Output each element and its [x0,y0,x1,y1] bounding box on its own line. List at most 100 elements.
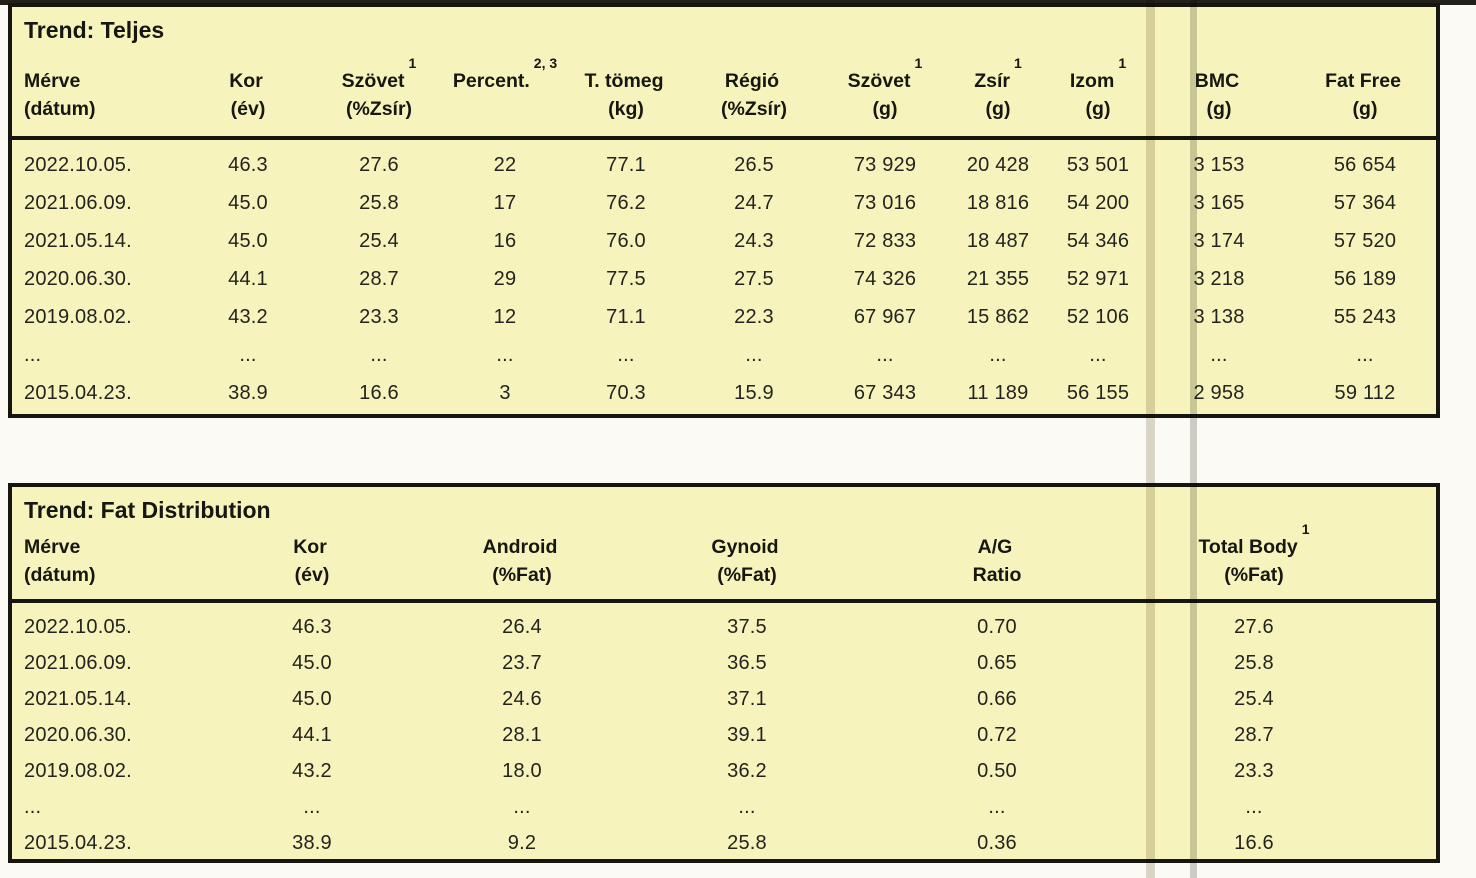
table-cell: 2019.08.02. [24,759,132,782]
table-cell: ... [1245,795,1263,818]
table-cell: 2019.08.02. [24,305,132,328]
table-cell: 2021.06.09. [24,651,132,674]
table-cell: 0.36 [977,831,1017,854]
table-cell: 16 [493,229,517,252]
table-header-row: Mérve (dátum) Kor (év) Szövet1 (%Zsír) P… [12,47,1436,140]
table-cell: 11 189 [967,381,1029,404]
table-cell: 2020.06.30. [24,267,132,290]
table-cell: 36.5 [727,651,767,674]
column-header: Mérve (dátum) [12,47,182,140]
column-header: Zsír1 (g) [948,47,1048,140]
column-header: Szövet1 (g) [822,47,948,140]
table-cell: 0.65 [977,651,1017,674]
table-cell: 28.7 [359,267,399,290]
table-row: 2021.05.14. 45.0 25.4 16 76.0 24.3 72 833 18 48… [12,222,1436,260]
table-cell: 3 [499,381,511,404]
table-cell: 45.0 [292,651,332,674]
table-cell: 27.6 [1234,615,1274,638]
table-body: 2022.10.05. 46.3 27.6 22 77.1 26.5 73 929 20 42… [12,138,1436,412]
table-body: 2022.10.05. 46.3 26.4 37.5 0.70 27.6 2021.06.0… [12,601,1436,859]
table-cell: 3 165 [1193,191,1245,214]
table-cell: 0.72 [977,723,1017,746]
table-cell: 44.1 [228,267,268,290]
trend-fat-distribution-table: Trend: Fat Distribution Mérve (dátum) Ko… [8,483,1440,863]
column-header: Szövet1 (%Zsír) [314,47,444,140]
table-cell: 71.1 [606,305,646,328]
table-cell: 38.9 [228,381,268,404]
table-cell: 56 155 [1066,381,1130,404]
table-cell: 55 243 [1333,305,1397,328]
column-header: Total Body1 (%Fat) [1132,522,1436,603]
table-row: 2021.06.09. 45.0 25.8 17 76.2 24.7 73 016 18 81… [12,184,1436,222]
table-cell: 2021.05.14. [24,687,132,710]
table-cell: ... [1089,343,1107,366]
table-row: 2021.05.14. 45.0 24.6 37.1 0.66 25.4 [12,681,1436,717]
column-header: Mérve (dátum) [12,527,212,603]
table-cell: ... [513,795,531,818]
table-cell: 25.8 [727,831,767,854]
table-cell: 18 487 [966,229,1030,252]
table-cell: 28.1 [502,723,542,746]
table-cell: 23.3 [1234,759,1274,782]
table-cell: 2021.05.14. [24,229,132,252]
column-header: BMC (g) [1148,47,1290,140]
table-cell: 0.70 [977,615,1017,638]
column-header: Gynoid (%Fat) [632,527,862,603]
table-cell: 45.0 [228,229,268,252]
scan-edge-artifact [0,0,1476,5]
table-cell: 15.9 [734,381,774,404]
table-cell: 67 343 [853,381,917,404]
table-cell: 24.3 [734,229,774,252]
column-header: Fat Free (g) [1290,47,1436,140]
column-header: Régió (%Zsír) [686,47,822,140]
table-cell: 23.3 [359,305,399,328]
table-cell: 24.6 [502,687,542,710]
table-cell: 39.1 [727,723,767,746]
table-cell: 15 862 [966,305,1030,328]
table-cell: 22.3 [734,305,774,328]
table-cell: 0.66 [977,687,1017,710]
table-cell: 70.3 [606,381,646,404]
table-cell: ... [496,343,514,366]
table-cell: ... [876,343,894,366]
table-cell: 20 428 [966,153,1030,176]
table-cell: 25.8 [359,191,399,214]
table-row: ................................. [12,336,1436,374]
table-cell: 2021.06.09. [24,191,132,214]
table-cell: 45.0 [228,191,268,214]
table-cell: 46.3 [292,615,332,638]
table-cell: 43.2 [228,305,268,328]
table-header-row: Mérve (dátum) Kor (év) Android (%Fat) Gy… [12,522,1436,603]
table-row: 2021.06.09. 45.0 23.7 36.5 0.65 25.8 [12,645,1436,681]
table-cell: 44.1 [292,723,332,746]
table-cell: ... [738,795,756,818]
table-cell: ... [303,795,321,818]
table-cell: ... [24,795,42,818]
table-row: 2015.04.23. 38.9 16.6 3 70.3 15.9 67 343 11 189… [12,374,1436,412]
table-cell: ... [24,343,42,366]
table-cell: ... [617,343,635,366]
table-cell: 3 218 [1193,267,1245,290]
table-cell: 54 200 [1066,191,1130,214]
table-cell: 18 816 [966,191,1030,214]
table-cell: ... [370,343,388,366]
table-cell: 27.5 [734,267,774,290]
column-header: Percent.2, 3 [444,47,566,140]
table-cell: 56 654 [1333,153,1397,176]
table-row: .................. [12,789,1436,825]
table-cell: 22 [493,153,517,176]
table-cell: 74 326 [853,267,917,290]
column-header: T. tömeg (kg) [566,47,686,140]
table-cell: 3 138 [1193,305,1245,328]
table-cell: 72 833 [853,229,917,252]
table-cell: 76.0 [606,229,646,252]
table-cell: 45.0 [292,687,332,710]
table-cell: 52 106 [1066,305,1130,328]
table-cell: 9.2 [507,831,537,854]
table-cell: 73 016 [853,191,917,214]
column-header: Izom1 (g) [1048,47,1148,140]
table-cell: 43.2 [292,759,332,782]
table-title: Trend: Fat Distribution [24,497,271,523]
table-cell: 2015.04.23. [24,381,132,404]
table-cell: 25.4 [1234,687,1274,710]
